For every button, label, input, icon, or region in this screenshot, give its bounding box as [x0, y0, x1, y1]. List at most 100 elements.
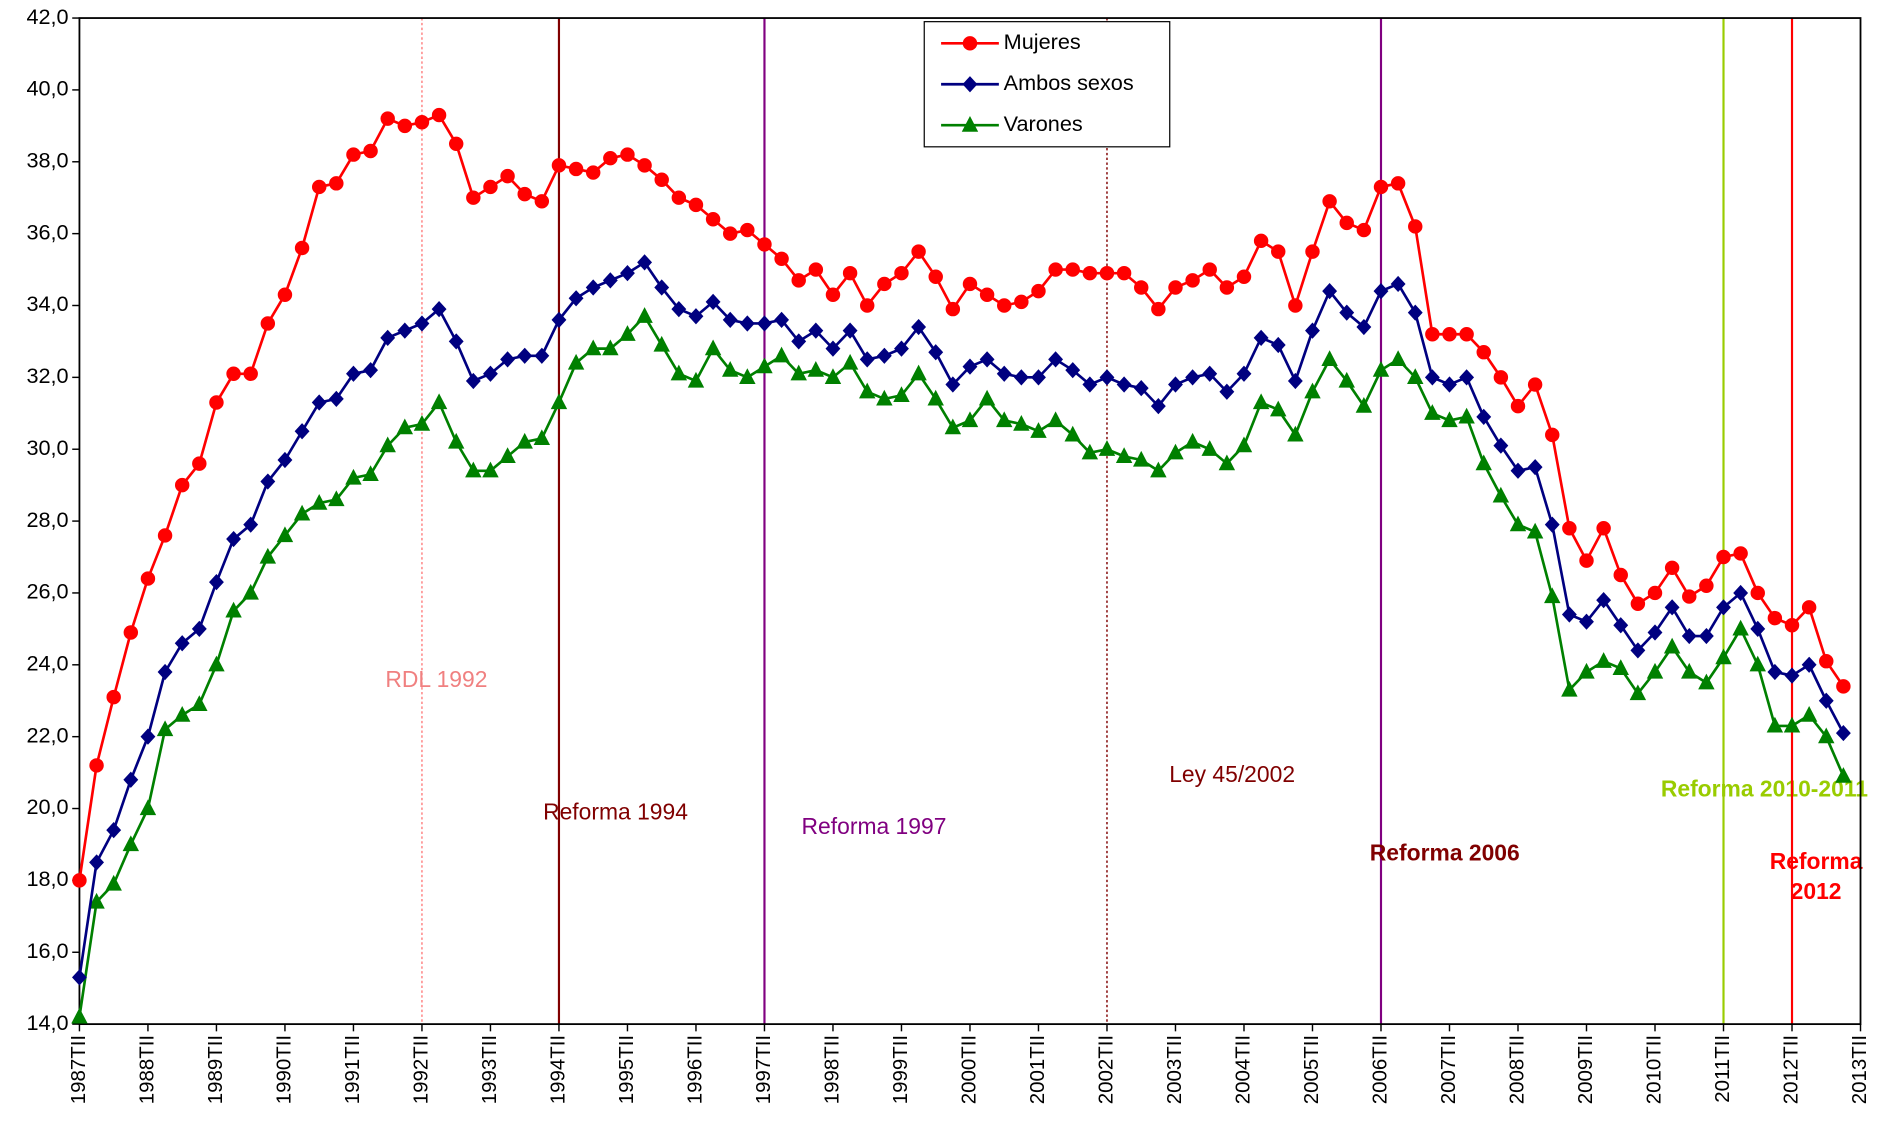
x-tick-label: 2003TII — [1163, 1035, 1186, 1104]
data-point — [1681, 627, 1697, 645]
data-point — [945, 376, 961, 393]
x-tick-label: 2007TII — [1437, 1035, 1460, 1104]
data-point — [1218, 454, 1236, 471]
data-point — [1836, 679, 1851, 694]
data-point — [466, 190, 481, 205]
data-point — [962, 358, 978, 375]
data-point — [808, 262, 824, 277]
data-point — [1236, 269, 1252, 284]
data-point — [824, 368, 842, 384]
data-point — [1184, 432, 1201, 449]
x-tick-label: 1996TII — [683, 1035, 706, 1104]
data-point — [996, 365, 1012, 382]
data-point — [654, 279, 670, 296]
data-point — [1510, 398, 1526, 414]
data-point — [791, 273, 806, 288]
legend-label: Varones — [1004, 111, 1083, 136]
data-point — [89, 758, 104, 773]
data-point — [1766, 716, 1784, 733]
series-line — [78, 260, 1845, 978]
data-point — [1715, 648, 1732, 665]
plot-frame — [78, 17, 1862, 1026]
data-point — [911, 318, 927, 336]
data-point — [1647, 585, 1663, 601]
data-point — [1099, 369, 1115, 386]
data-point — [1031, 369, 1046, 386]
x-tick-label: 2010TII — [1642, 1035, 1665, 1104]
x-tick-label: 1995TII — [615, 1035, 638, 1104]
data-point — [756, 357, 773, 374]
data-point — [1082, 265, 1098, 281]
x-tick-label: 1997TII — [752, 1035, 775, 1104]
data-point — [397, 322, 413, 339]
data-point — [1698, 627, 1714, 645]
data-point — [1065, 262, 1080, 277]
data-point — [568, 290, 584, 307]
data-point — [1733, 546, 1748, 561]
x-tick-label: 1989TII — [204, 1035, 227, 1104]
data-point — [551, 311, 567, 328]
data-point — [72, 969, 87, 986]
data-point — [447, 432, 465, 449]
data-point — [517, 347, 533, 364]
data-point — [1167, 443, 1184, 460]
data-point — [1133, 380, 1149, 397]
data-point — [533, 429, 551, 446]
data-point — [1201, 440, 1218, 456]
data-point — [516, 432, 533, 449]
data-point — [962, 276, 978, 292]
data-point — [1630, 642, 1646, 659]
data-point — [397, 118, 413, 134]
data-point — [1784, 667, 1800, 684]
data-point — [859, 351, 875, 368]
data-point — [346, 147, 361, 162]
data-point — [311, 394, 327, 411]
x-tick-label: 2011TII — [1711, 1035, 1734, 1103]
data-point — [757, 315, 772, 332]
data-point — [602, 339, 619, 356]
data-point — [431, 300, 447, 318]
data-point — [1784, 618, 1800, 633]
data-point — [1099, 265, 1115, 281]
data-point — [1612, 659, 1629, 676]
data-point — [807, 361, 825, 377]
data-point — [620, 147, 635, 162]
data-point — [1424, 404, 1441, 420]
data-point — [1527, 459, 1543, 476]
data-point — [722, 226, 738, 241]
data-point — [1681, 662, 1698, 679]
annotation-label: Reforma 2010-2011 — [1661, 776, 1868, 802]
data-point — [619, 325, 636, 341]
data-point — [825, 287, 841, 302]
legend-marker — [962, 36, 978, 51]
data-point — [1578, 662, 1595, 679]
data-point — [773, 346, 790, 363]
data-point — [1168, 376, 1183, 393]
data-point — [517, 186, 532, 202]
data-point — [1098, 440, 1116, 456]
data-point — [499, 447, 516, 464]
data-point — [1596, 521, 1611, 536]
data-point — [89, 854, 105, 871]
data-point — [156, 720, 174, 737]
data-point — [173, 705, 191, 722]
x-tick-label: 2001TII — [1026, 1035, 1049, 1104]
data-point — [1373, 179, 1389, 195]
data-point — [1646, 662, 1664, 679]
data-point — [636, 307, 653, 323]
x-tick-label: 2013TII — [1848, 1035, 1871, 1104]
data-point — [1202, 365, 1218, 382]
data-point — [71, 1007, 88, 1024]
data-point — [1476, 344, 1491, 360]
legend-marker — [962, 76, 978, 93]
data-point — [88, 892, 105, 909]
y-tick-label: 40,0 — [26, 76, 68, 101]
data-point — [1801, 600, 1817, 615]
data-point — [1253, 329, 1269, 346]
data-point — [500, 351, 516, 368]
data-point — [961, 411, 979, 428]
data-point — [1629, 684, 1647, 701]
data-point — [1544, 587, 1561, 604]
y-tick-label: 16,0 — [26, 938, 68, 963]
data-point — [1818, 692, 1834, 709]
